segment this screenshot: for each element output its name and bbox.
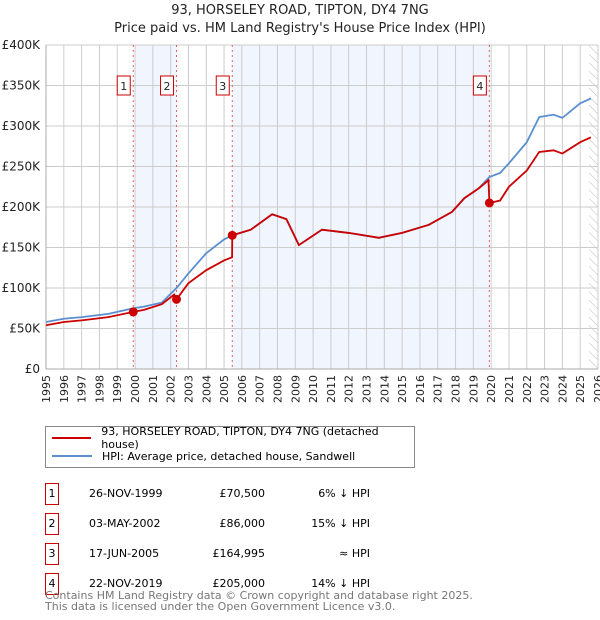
- x-tick-label: 2015: [396, 375, 409, 403]
- chart-title: 93, HORSELEY ROAD, TIPTON, DY4 7NG: [171, 3, 429, 18]
- y-tick-label: £300K: [2, 119, 42, 133]
- x-tick-label: 2013: [361, 375, 374, 403]
- legend-label: 93, HORSELEY ROAD, TIPTON, DY4 7NG (deta…: [101, 425, 379, 451]
- sale-number-badge: 2: [45, 513, 59, 535]
- x-tick-label: 2002: [165, 375, 178, 403]
- x-tick-label: 2012: [343, 375, 356, 403]
- x-tick-label: 2001: [147, 375, 160, 403]
- y-tick-label: £250K: [2, 160, 42, 174]
- sale-label-box: [215, 75, 230, 96]
- y-tick-label: £100K: [2, 281, 42, 295]
- x-tick-label: 2009: [289, 375, 302, 403]
- x-tick-label: 2026: [592, 375, 600, 403]
- x-tick-label: 2007: [254, 375, 267, 403]
- x-tick-label: 2014: [378, 375, 391, 403]
- x-tick-label: 1996: [58, 375, 71, 403]
- sale-point: [484, 198, 494, 208]
- sale-label: 3: [219, 80, 226, 93]
- x-tick-label: 2023: [539, 375, 552, 403]
- x-tick-label: 1999: [111, 375, 124, 403]
- x-tick-label: 2019: [467, 375, 480, 403]
- footer: Contains HM Land Registry data © Crown c…: [45, 590, 473, 612]
- sale-hpi-comparison: 6% ↓ HPI: [318, 487, 370, 500]
- sale-hpi-comparison: ≈ HPI: [339, 547, 370, 560]
- sale-price: £86,000: [219, 517, 266, 530]
- y-tick-label: £350K: [2, 79, 42, 93]
- legend: 93, HORSELEY ROAD, TIPTON, DY4 7NG (deta…: [45, 425, 415, 468]
- sale-label-box: [472, 75, 487, 96]
- x-tick-label: 2022: [521, 375, 534, 403]
- x-tick-label: 2025: [574, 375, 587, 403]
- x-tick-label: 2008: [271, 375, 284, 403]
- y-tick-label: £50K: [9, 322, 41, 336]
- x-tick-label: 1998: [93, 375, 106, 403]
- sale-number-badge: 4: [45, 573, 59, 595]
- sale-price: £205,000: [212, 577, 266, 590]
- sale-label: 4: [476, 80, 483, 93]
- sale-label-box: [116, 75, 131, 96]
- y-tick-label: £0: [25, 362, 40, 376]
- sale-label-box: [160, 75, 175, 96]
- legend-swatch: [52, 455, 92, 457]
- x-tick-label: 1995: [40, 375, 53, 403]
- plot-area: 1995 1996 1997 1998 1999 2000 2001 2002 2003 2004…: [2, 38, 600, 403]
- sale-number-badge: 1: [45, 483, 59, 505]
- legend-item-hpi: HPI: Average price, detached house, Sand…: [52, 448, 355, 464]
- sale-date: 17-JUN-2005: [89, 547, 160, 560]
- x-tick-label: 2011: [325, 375, 338, 403]
- x-tick-label: 2020: [485, 375, 498, 403]
- sale-hpi-comparison: 15% ↓ HPI: [311, 517, 370, 530]
- sale-point: [128, 307, 138, 317]
- footer-line: Contains HM Land Registry data © Crown c…: [45, 589, 473, 602]
- x-tick-label: 2006: [236, 375, 249, 403]
- price-paid-series-line: [45, 136, 592, 327]
- sale-price: £70,500: [219, 487, 266, 500]
- x-tick-label: 2021: [503, 375, 516, 403]
- legend-label: HPI: Average price, detached house, Sand…: [102, 449, 356, 463]
- x-tick-label: 2005: [218, 375, 231, 403]
- x-tick-label: 2024: [556, 375, 569, 403]
- sale-date: 03-MAY-2002: [89, 517, 161, 530]
- x-tick-label: 2004: [200, 375, 213, 403]
- legend-item-property: 93, HORSELEY ROAD, TIPTON, DY4 7NG (deta…: [52, 425, 414, 451]
- x-tick-label: 2016: [414, 375, 427, 403]
- sale-point: [172, 294, 182, 304]
- y-tick-label: £400K: [2, 38, 42, 52]
- sale-date: 22-NOV-2019: [89, 577, 163, 590]
- sale-date: 26-NOV-1999: [89, 487, 163, 500]
- sale-price: £164,995: [212, 547, 266, 560]
- x-tick-label: 2000: [129, 375, 142, 403]
- sale-label: 2: [164, 80, 171, 93]
- sale-label: 1: [120, 80, 127, 93]
- x-tick-label: 2017: [432, 375, 445, 403]
- y-tick-label: £150K: [2, 241, 42, 255]
- x-tick-label: 2018: [450, 375, 463, 403]
- y-tick-label: £200K: [2, 200, 42, 214]
- x-tick-label: 2010: [307, 375, 320, 403]
- legend-swatch: [52, 437, 92, 439]
- sale-number-badge: 3: [45, 543, 59, 565]
- footer-line: This data is licensed under the Open Gov…: [45, 600, 396, 613]
- sale-hpi-comparison: 14% ↓ HPI: [311, 577, 370, 590]
- x-tick-label: 1997: [76, 375, 89, 403]
- sale-point: [227, 230, 237, 240]
- x-tick-label: 2003: [182, 375, 195, 403]
- chart-subtitle: Price paid vs. HM Land Registry's House …: [114, 21, 486, 36]
